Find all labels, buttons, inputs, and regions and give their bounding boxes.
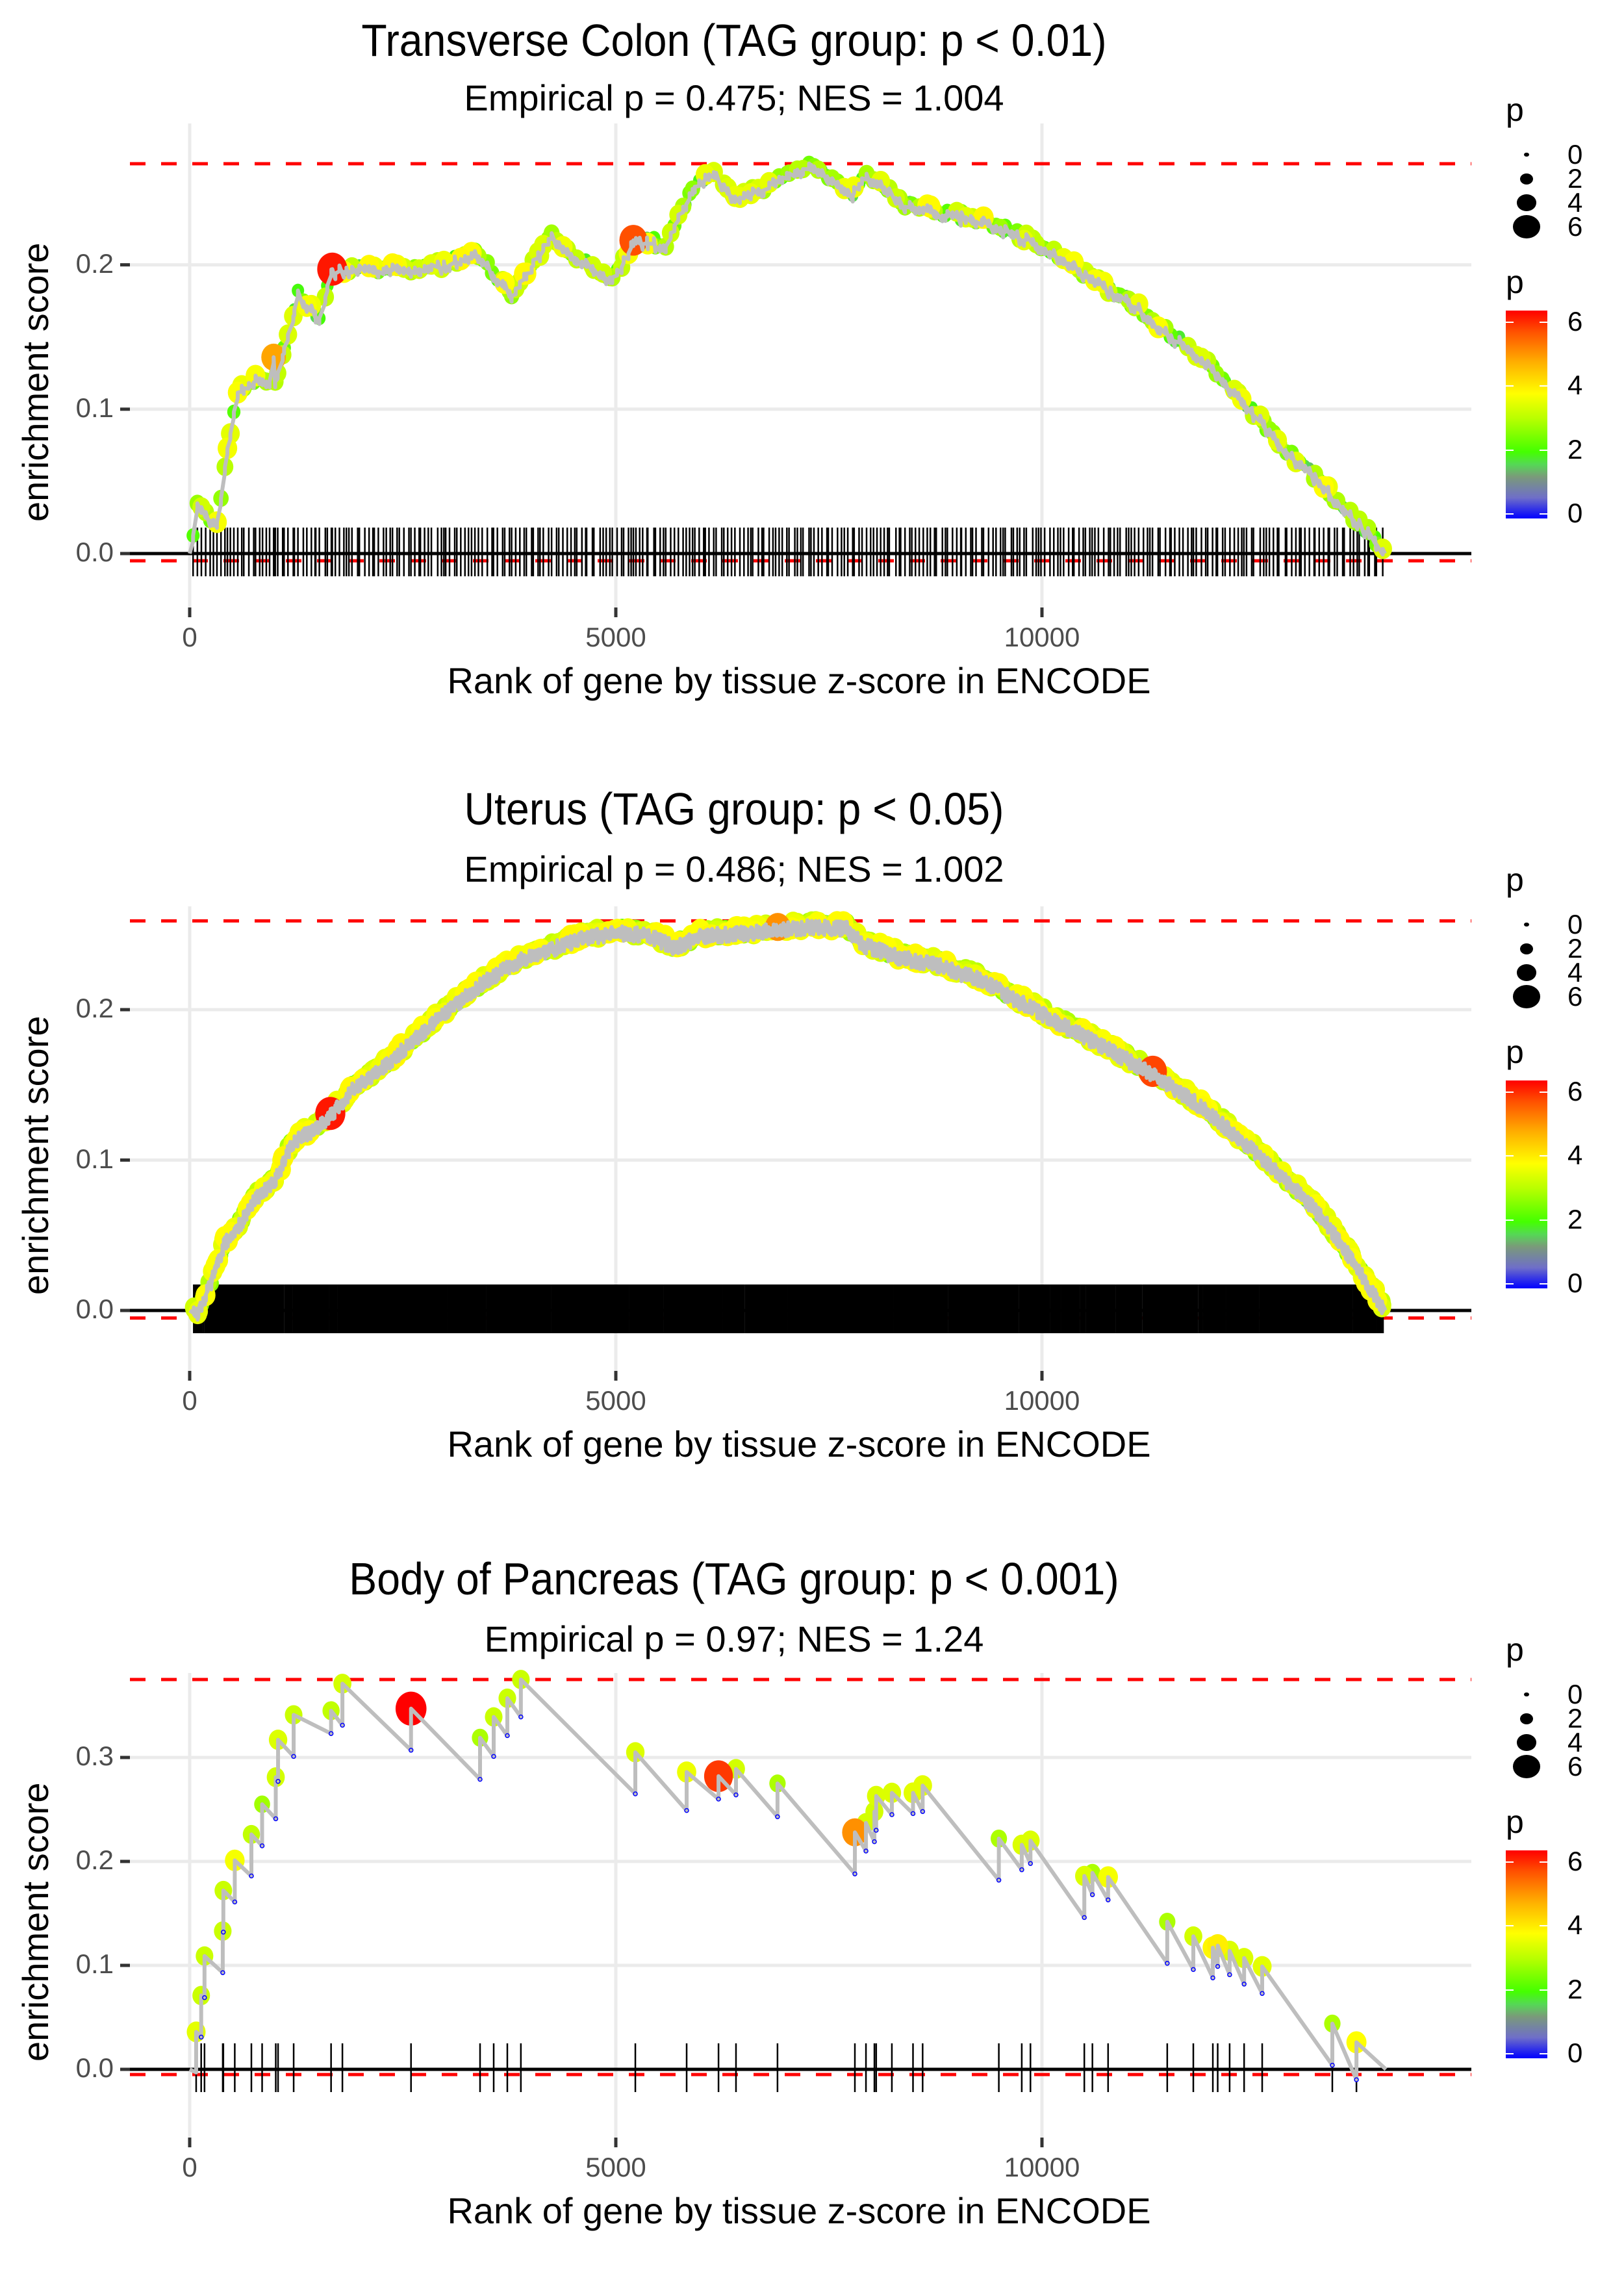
base-dots [198,1714,1359,2082]
color-scale-tick [1540,385,1547,387]
color-legend-label: 6 [1567,305,1583,337]
color-legend-title: p [1506,264,1524,300]
y-tick-label: 0.0 [75,537,114,567]
color-scale-tick [1506,449,1514,451]
color-scale-bar [1506,1850,1547,2058]
color-scale-tick [1506,385,1514,387]
x-tick-label: 10000 [1004,2152,1080,2182]
size-legend-dot [1517,1734,1536,1751]
x-tick-label: 5000 [585,622,646,652]
size-legend-label: 0 [1567,139,1583,170]
color-scale-tick [1506,321,1514,323]
size-legend-dot [1513,215,1540,238]
size-legend-dot [1520,173,1533,185]
color-scale-tick [1506,2053,1514,2054]
running-es-line [188,161,1387,557]
color-scale-tick [1506,1861,1514,1863]
hit-rug [192,528,1384,576]
chart-subtitle: Empirical p = 0.486; NES = 1.002 [464,849,1004,889]
color-legend-label: 2 [1567,433,1583,465]
color-scale-tick [1540,321,1547,323]
y-tick-label: 0.1 [75,392,114,423]
color-legend-label: 6 [1567,1845,1583,1876]
hit-rug [193,1284,1384,1333]
y-axis-label: enrichment score [15,1782,56,2062]
color-legend-label: 0 [1567,2038,1583,2068]
color-legend-label: 2 [1567,1973,1583,2004]
color-scale-tick [1540,1861,1547,1863]
size-legend-dot [1520,1713,1533,1724]
x-tick-label: 10000 [1004,622,1080,652]
color-legend-title: p [1506,1804,1524,1840]
size-legend-dot [1524,152,1529,157]
x-tick-label: 0 [182,622,197,652]
color-scale-tick [1506,513,1514,515]
x-tick-label: 0 [182,2152,197,2182]
size-legend-label: 4 [1567,187,1583,218]
chart-subtitle: Empirical p = 0.475; NES = 1.004 [464,77,1004,118]
size-legend-dot [1517,194,1536,211]
size-legend-label: 6 [1567,1751,1583,1782]
chart-title: Transverse Colon (TAG group: p < 0.01) [361,15,1107,66]
color-scale-tick [1506,1989,1514,1991]
color-scale-bar [1506,311,1547,518]
color-legend-label: 4 [1567,370,1583,401]
color-legend-label: 0 [1567,498,1583,528]
color-scale-tick [1506,1925,1514,1927]
size-legend-label: 2 [1567,163,1583,194]
size-legend-label: 6 [1567,211,1583,242]
color-scale-tick [1540,449,1547,451]
x-axis-label: Rank of gene by tissue z-score in ENCODE [447,660,1151,701]
color-scale-tick [1540,2053,1547,2054]
color-scale-tick [1540,1989,1547,1991]
size-legend-title: p [1506,1631,1524,1668]
y-tick-label: 0.3 [75,1741,114,1771]
size-legend-dot [1513,1755,1540,1778]
x-axis-label: Rank of gene by tissue z-score in ENCODE [447,2190,1151,2231]
color-legend-label: 4 [1567,1910,1583,1941]
color-scale-tick [1540,1925,1547,1927]
y-tick-label: 0.2 [75,248,114,279]
size-legend-title: p [1506,92,1524,128]
color-scale-tick [1540,513,1547,515]
x-tick-label: 5000 [585,2152,646,2182]
chart-title: Uterus (TAG group: p < 0.05) [464,784,1004,834]
running-es-line [188,1678,1388,2082]
